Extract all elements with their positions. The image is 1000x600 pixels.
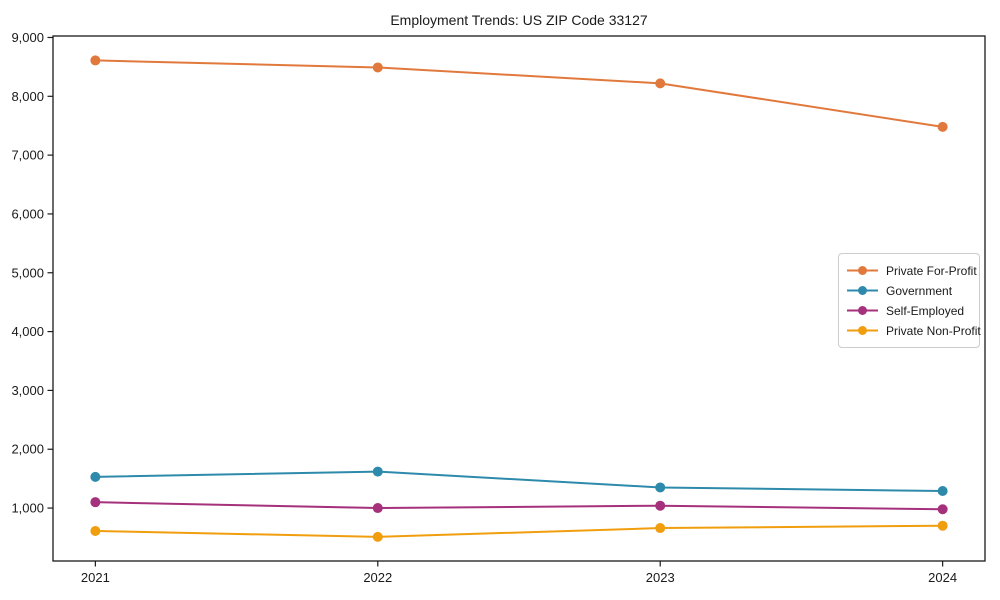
y-tick-label: 3,000 [11, 383, 44, 398]
legend-item: Private Non-Profit [846, 321, 981, 340]
y-tick-label: 7,000 [11, 148, 44, 163]
y-tick-label: 2,000 [11, 442, 44, 457]
x-tick-label: 2023 [646, 570, 675, 585]
legend: Private For-Profit Government Self-Emplo… [838, 253, 981, 348]
legend-label: Government [886, 283, 953, 298]
legend-item: Private For-Profit [846, 261, 977, 280]
plot-border [52, 35, 986, 562]
x-tick-label: 2022 [363, 570, 392, 585]
legend-marker-icon [846, 285, 879, 296]
data-point-private-for-profit [372, 62, 383, 73]
data-point-self-employed [655, 500, 666, 511]
x-tick-label: 2021 [81, 570, 110, 585]
series-line-private-for-profit [94, 59, 944, 128]
series-line-private-non-profit [94, 524, 944, 538]
data-point-private-non-profit [90, 526, 101, 536]
chart-title: Employment Trends: US ZIP Code 33127 [390, 12, 648, 28]
legend-label: Private Non-Profit [886, 323, 981, 338]
legend-marker-icon [846, 305, 879, 316]
legend-marker-icon [846, 325, 879, 336]
data-point-self-employed [372, 503, 383, 514]
data-point-private-for-profit [937, 121, 948, 132]
data-point-private-non-profit [372, 531, 383, 542]
data-point-government [655, 482, 666, 493]
data-point-private-for-profit [90, 55, 101, 66]
data-point-government [90, 471, 101, 482]
legend-item: Self-Employed [846, 301, 971, 320]
series-line-self-employed [94, 501, 944, 511]
data-point-self-employed [937, 504, 948, 515]
data-point-private-non-profit [937, 520, 948, 531]
data-point-private-for-profit [655, 78, 666, 89]
y-tick-label: 4,000 [11, 324, 44, 339]
legend-item: Government [846, 281, 971, 300]
legend-marker-icon [846, 265, 879, 276]
y-tick-label: 6,000 [11, 206, 44, 221]
legend-label: Self-Employed [886, 303, 965, 318]
y-tick-label: 5,000 [11, 265, 44, 280]
y-tick-label: 8,000 [11, 89, 44, 104]
x-tick-label: 2024 [928, 570, 957, 585]
series-line-government [94, 470, 944, 492]
y-tick-label: 1,000 [11, 501, 44, 516]
data-point-private-non-profit [655, 523, 666, 534]
y-tick-label: 9,000 [11, 30, 44, 45]
data-point-government [937, 486, 948, 496]
data-point-government [372, 466, 383, 477]
data-point-self-employed [90, 497, 101, 508]
legend-label: Private For-Profit [886, 263, 977, 278]
